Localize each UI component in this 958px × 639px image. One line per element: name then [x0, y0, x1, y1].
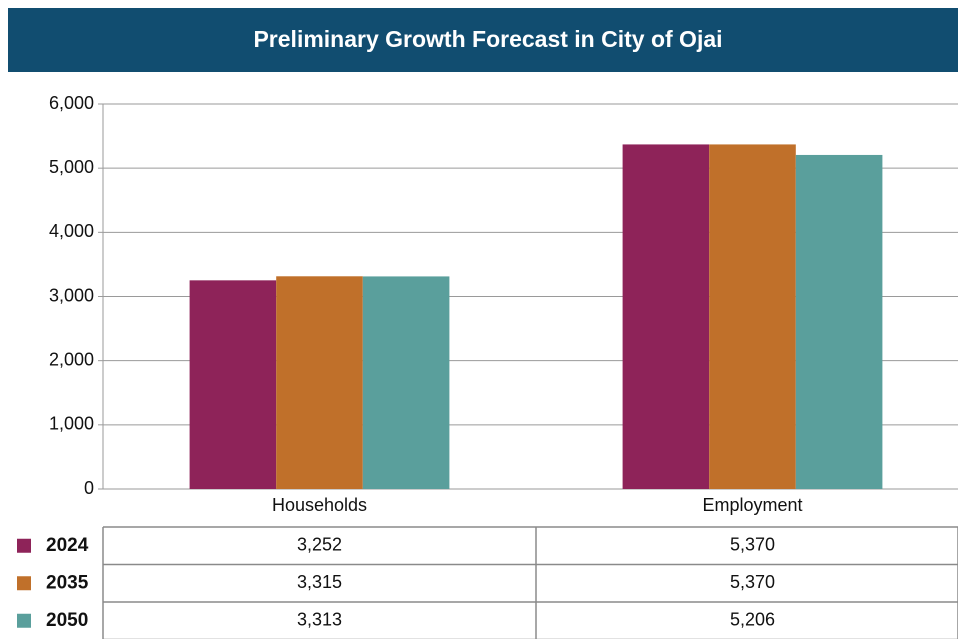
legend-swatch: [17, 576, 31, 591]
bar: [189, 280, 277, 489]
chart-title: Preliminary Growth Forecast in City of O…: [253, 26, 722, 52]
bar: [276, 276, 363, 489]
data-label: 3,313: [297, 610, 342, 630]
data-label: 5,370: [730, 535, 775, 555]
legend-swatch: [17, 613, 31, 628]
y-tick-label: 4,000: [49, 221, 94, 241]
x-tick-label: Employment: [702, 495, 802, 515]
legend-swatch: [17, 538, 31, 553]
data-label: 3,315: [297, 572, 342, 592]
bar: [622, 144, 710, 490]
y-tick-label: 3,000: [49, 285, 94, 305]
y-tick-label: 1,000: [49, 414, 94, 434]
title-bar: [8, 8, 958, 72]
data-label: 5,370: [730, 572, 775, 592]
bar: [795, 154, 883, 489]
data-label: 5,206: [730, 610, 775, 630]
y-tick-label: 5,000: [49, 157, 94, 177]
y-tick-label: 0: [84, 478, 94, 498]
x-tick-label: Households: [272, 495, 367, 515]
legend-label: 2024: [46, 535, 89, 556]
y-tick-label: 6,000: [49, 93, 94, 113]
bar: [362, 276, 450, 489]
data-label: 3,252: [297, 535, 342, 555]
y-tick-label: 2,000: [49, 349, 94, 369]
legend-label: 2050: [46, 610, 88, 631]
legend-label: 2035: [46, 572, 89, 593]
bar: [709, 144, 796, 490]
